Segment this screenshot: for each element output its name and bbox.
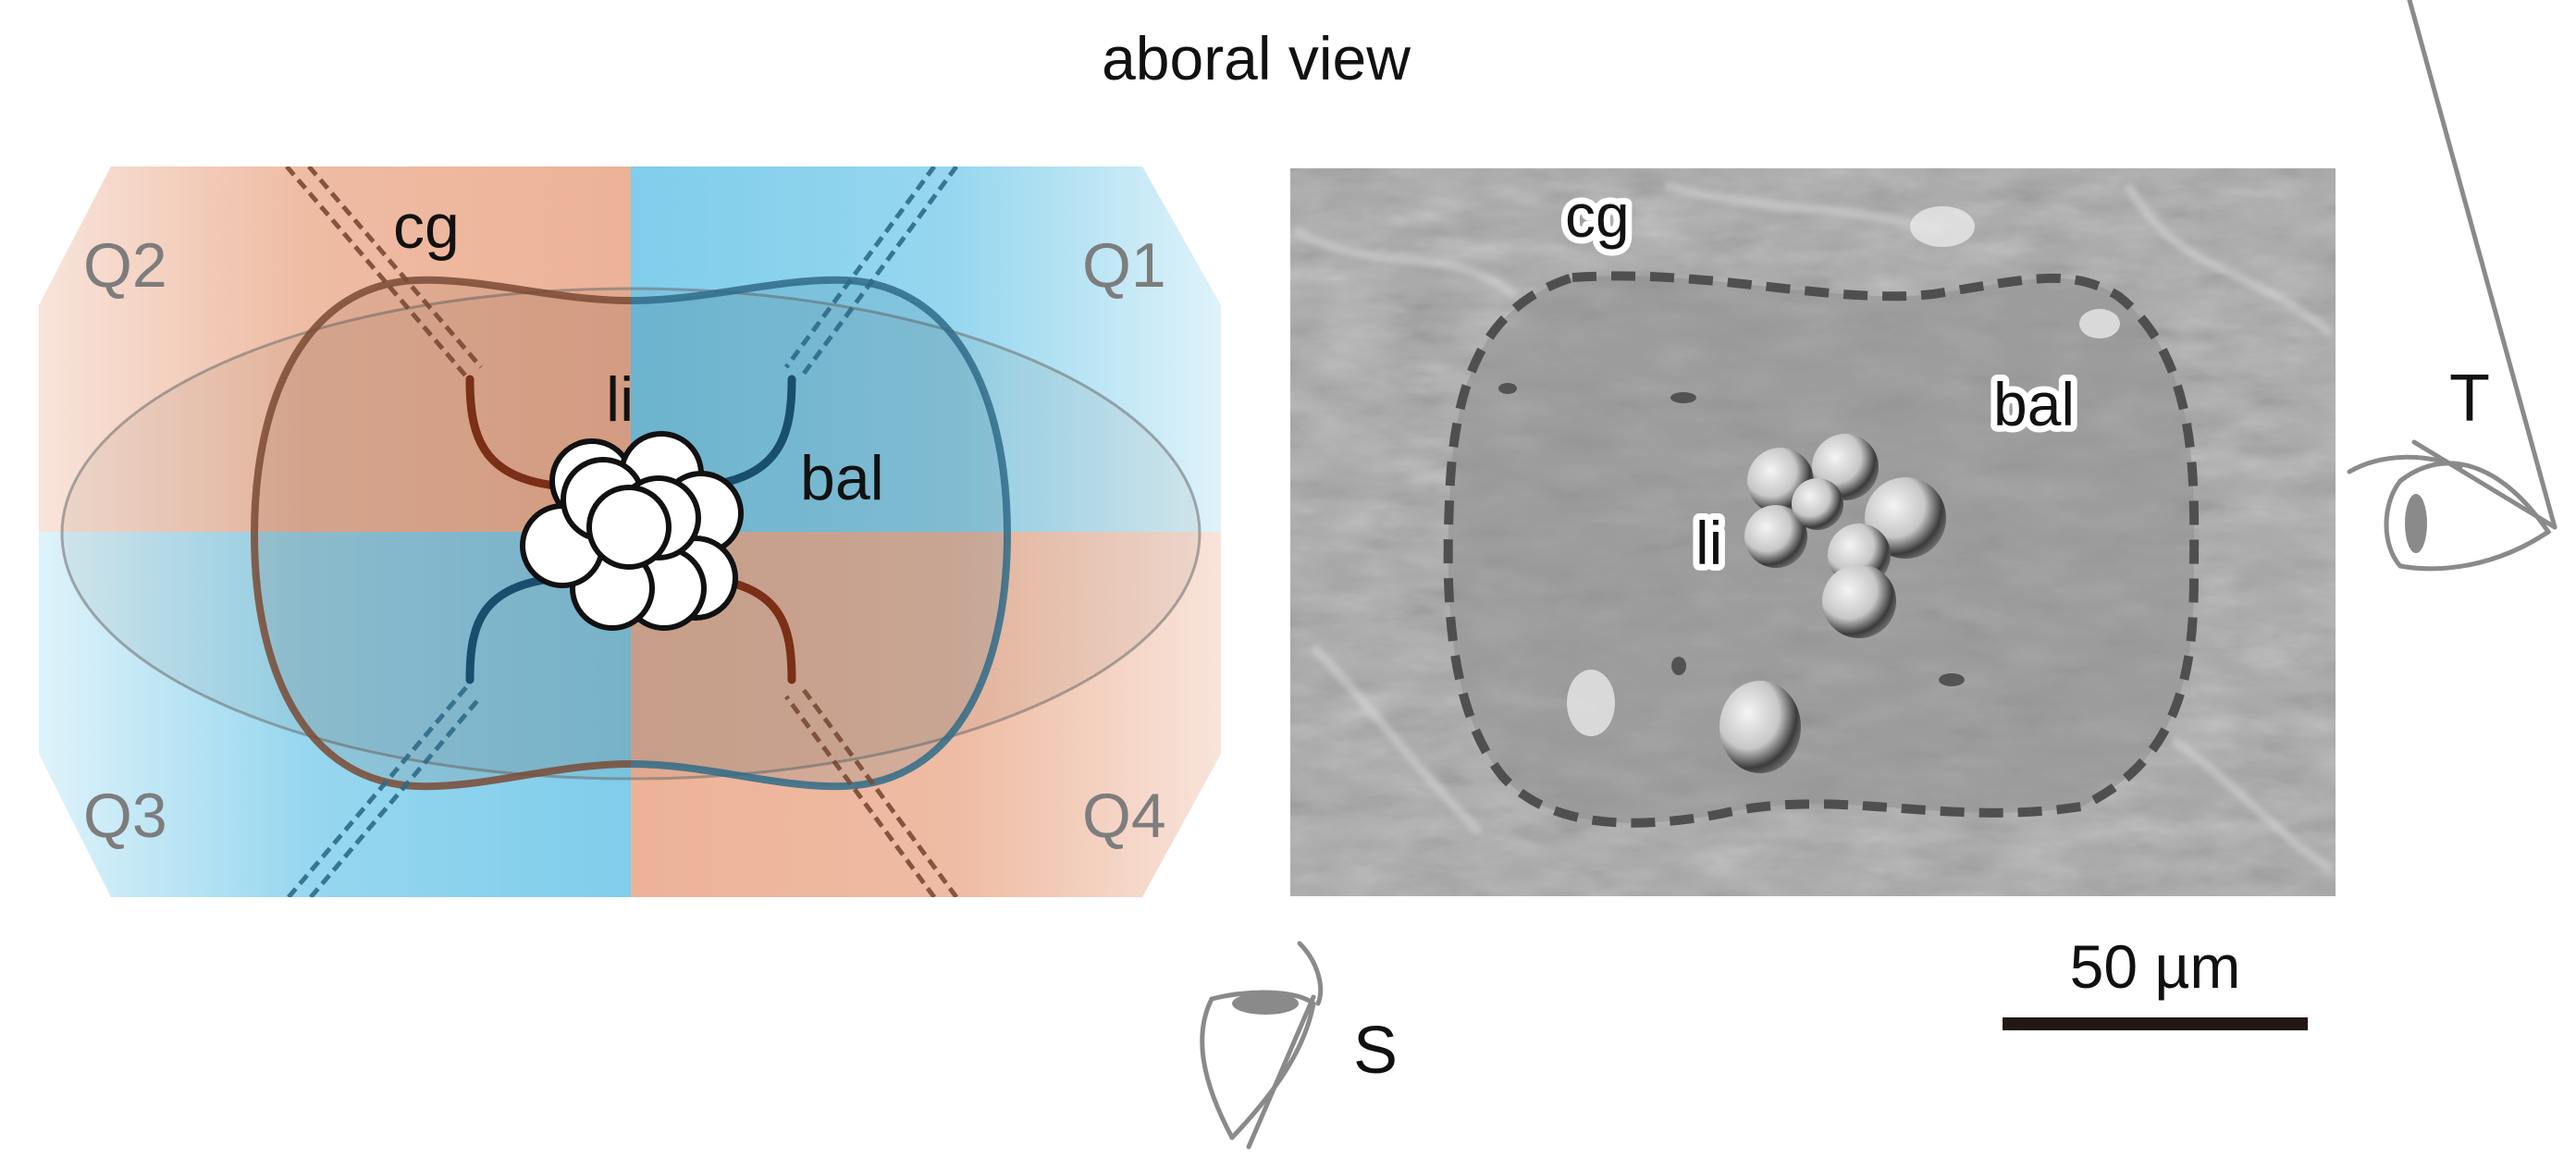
- schematic-panel: Q2 Q1 Q3 Q4 cg li bal: [39, 166, 1221, 897]
- micrograph-oval-body: [1719, 681, 1801, 773]
- scale-bar-line: [2003, 1017, 2308, 1030]
- quadrant-label-q1: Q1: [1082, 230, 1166, 301]
- schematic-label-cg: cg: [393, 191, 460, 262]
- micrograph-statocyst-outline: [1443, 271, 2200, 828]
- schematic-label-li: li: [606, 364, 634, 435]
- statocyst-outline-left: [250, 276, 632, 791]
- eye-icon: [1200, 941, 1324, 1150]
- figure-title: aboral view: [1102, 24, 1411, 92]
- micrograph-label-cg: cg: [1565, 181, 1630, 250]
- ciliary-groove-q2: [285, 166, 483, 379]
- scale-bar: 50 µm: [2003, 932, 2308, 1030]
- ciliary-groove-q4: [783, 684, 959, 897]
- sagittal-view-indicator: S: [1200, 941, 1398, 1150]
- micrograph-panel: cg bal li: [1290, 168, 2336, 896]
- micrograph-statocyst-region: [1448, 276, 2195, 823]
- micrograph-lithocytes: [1744, 434, 1946, 638]
- view-label-s: S: [1353, 1014, 1398, 1088]
- view-label-t: T: [2449, 362, 2490, 436]
- scale-bar-label: 50 µm: [2070, 932, 2241, 1001]
- balancer-q1: [702, 375, 796, 490]
- ciliary-groove-q3: [287, 684, 483, 897]
- quadrant-q2-area: [39, 166, 631, 532]
- schematic-label-bal: bal: [800, 443, 884, 513]
- quadrant-q1-area: [631, 166, 1221, 532]
- balancer-q3: [465, 573, 560, 684]
- tentacular-view-indicator: T: [2347, 0, 2558, 572]
- balancer-q2: [465, 375, 560, 490]
- eye-icon: [2347, 0, 2558, 572]
- quadrant-q3-area: [39, 532, 631, 897]
- micrograph-label-bal: bal: [1993, 370, 2075, 438]
- lithocyte-cluster: [520, 431, 744, 631]
- quadrant-label-q4: Q4: [1082, 781, 1166, 851]
- ciliary-groove-q1: [783, 166, 959, 379]
- quadrant-label-q3: Q3: [83, 781, 167, 851]
- micrograph-label-li: li: [1695, 509, 1722, 577]
- quadrant-label-q2: Q2: [83, 230, 167, 301]
- statocyst-outline-right: [630, 276, 1012, 791]
